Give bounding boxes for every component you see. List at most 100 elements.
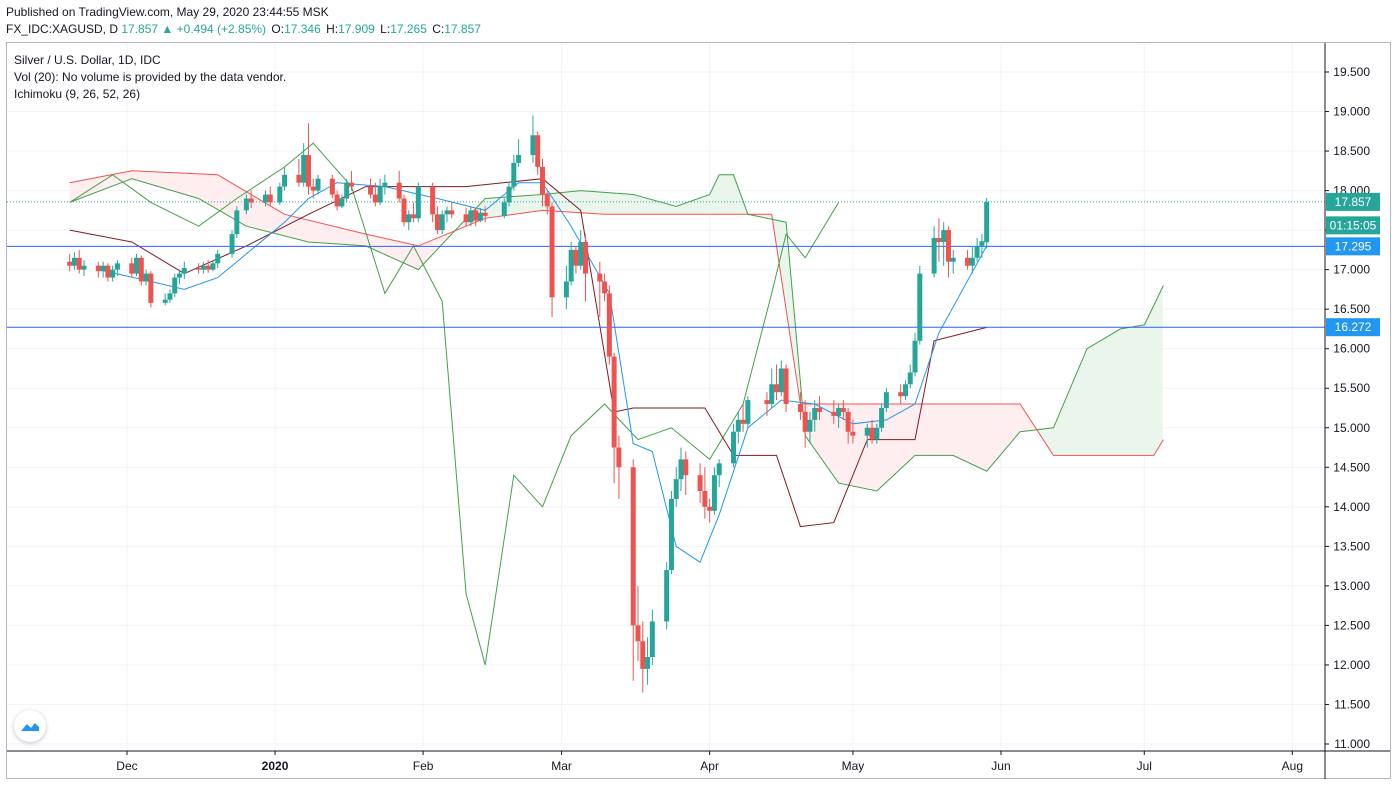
cloud-slice [961,404,963,460]
cloud-slice [266,203,268,232]
candle [549,202,555,318]
y-tick-label: 11.000 [1334,737,1370,751]
candle-body [444,210,450,215]
candle [468,206,474,227]
candle-body [177,273,183,278]
cloud-slice [229,181,231,218]
candle-body [501,202,507,216]
cloud-slice [737,186,739,215]
candle [645,637,651,685]
cloud-slice [359,232,361,246]
cloud-slice [764,214,766,218]
cloud-slice [895,404,897,474]
candle [296,158,302,187]
cloud-slice [1134,326,1136,456]
cloud-slice [424,242,426,263]
cloud-slice [426,242,428,261]
cloud-slice [933,404,935,456]
candle [678,447,684,492]
cloud-slice [317,222,319,243]
cloud-slice [856,404,858,488]
cloud-slice [823,404,825,464]
cloud-slice [151,171,153,185]
cloud-slice [412,244,414,268]
cloud-slice [1087,347,1089,456]
cloud-slice [1135,326,1137,456]
cloud-slice [562,192,564,212]
cloud-slice [273,207,275,234]
candle-body [850,431,856,436]
cloud-slice [1124,328,1126,456]
candle [597,261,603,318]
cloud-slice [638,196,640,215]
cloud-slice [1026,414,1028,431]
cloud-slice [278,210,280,235]
candle [415,182,421,223]
cloud-slice [289,215,291,238]
cloud-slice [1004,404,1006,450]
cloud-slice [224,178,226,215]
cloud-slice [828,404,830,471]
cloud-slice [385,238,387,256]
cloud-slice [1117,329,1119,456]
cloud-slice [500,197,502,217]
cloud-slice [597,191,599,214]
candle-body [931,238,937,274]
cloud-slice [682,203,684,215]
cloud-slice [929,404,931,456]
cloud-slice [113,174,115,186]
cloud-slice [630,194,632,215]
cloud-slice [966,404,968,463]
cloud-slice [641,196,643,215]
cloud-slice [532,195,534,212]
cloud-slice [193,173,195,198]
cloud-slice [360,232,362,246]
candle-body [430,186,436,215]
cloud-slice [583,190,585,214]
candle-body [917,273,923,341]
candle-body [984,201,990,243]
candle-body [382,182,388,187]
cloud-slice [887,404,889,481]
cloud-slice [316,222,318,243]
cloud-slice [99,176,101,191]
cloud-slice [1018,404,1020,434]
cloud-slice [352,230,354,246]
cloud-slice [1153,303,1155,456]
cloud-slice [736,183,738,215]
y-tick-label: 19.000 [1333,105,1370,119]
cloud-slice [444,234,446,242]
cloud-slice [1044,428,1046,444]
cloud-slice [661,202,663,215]
cloud-slice [311,220,313,243]
cloud-slice [533,195,535,212]
cloud-slice [663,202,665,215]
candle-body [516,155,522,163]
cloud-slice [684,203,686,215]
cloud-slice [740,194,742,215]
cloud-slice [1000,404,1002,455]
cloud-slice [861,404,863,489]
y-tick-label: 13.000 [1333,579,1370,593]
cloud-slice [328,225,330,244]
cloud-slice [980,404,982,469]
candle-body [463,214,469,223]
cloud-slice [79,180,81,199]
candle-body [511,162,517,187]
candle-body [941,230,947,242]
candle [143,269,149,286]
cloud-slice [1159,291,1161,446]
cloud-slice [911,404,913,459]
candle [707,498,713,523]
candle-body [707,506,713,511]
cloud-slice [1148,313,1150,456]
cloud-slice [613,193,615,215]
cloud-slice [73,181,75,201]
cloud-slice [930,404,932,456]
tradingview-logo-icon[interactable] [14,710,46,742]
cloud-slice [529,195,531,213]
cloud-slice [556,192,558,212]
cloud-slice [125,171,127,182]
cloud-slice [194,173,196,198]
